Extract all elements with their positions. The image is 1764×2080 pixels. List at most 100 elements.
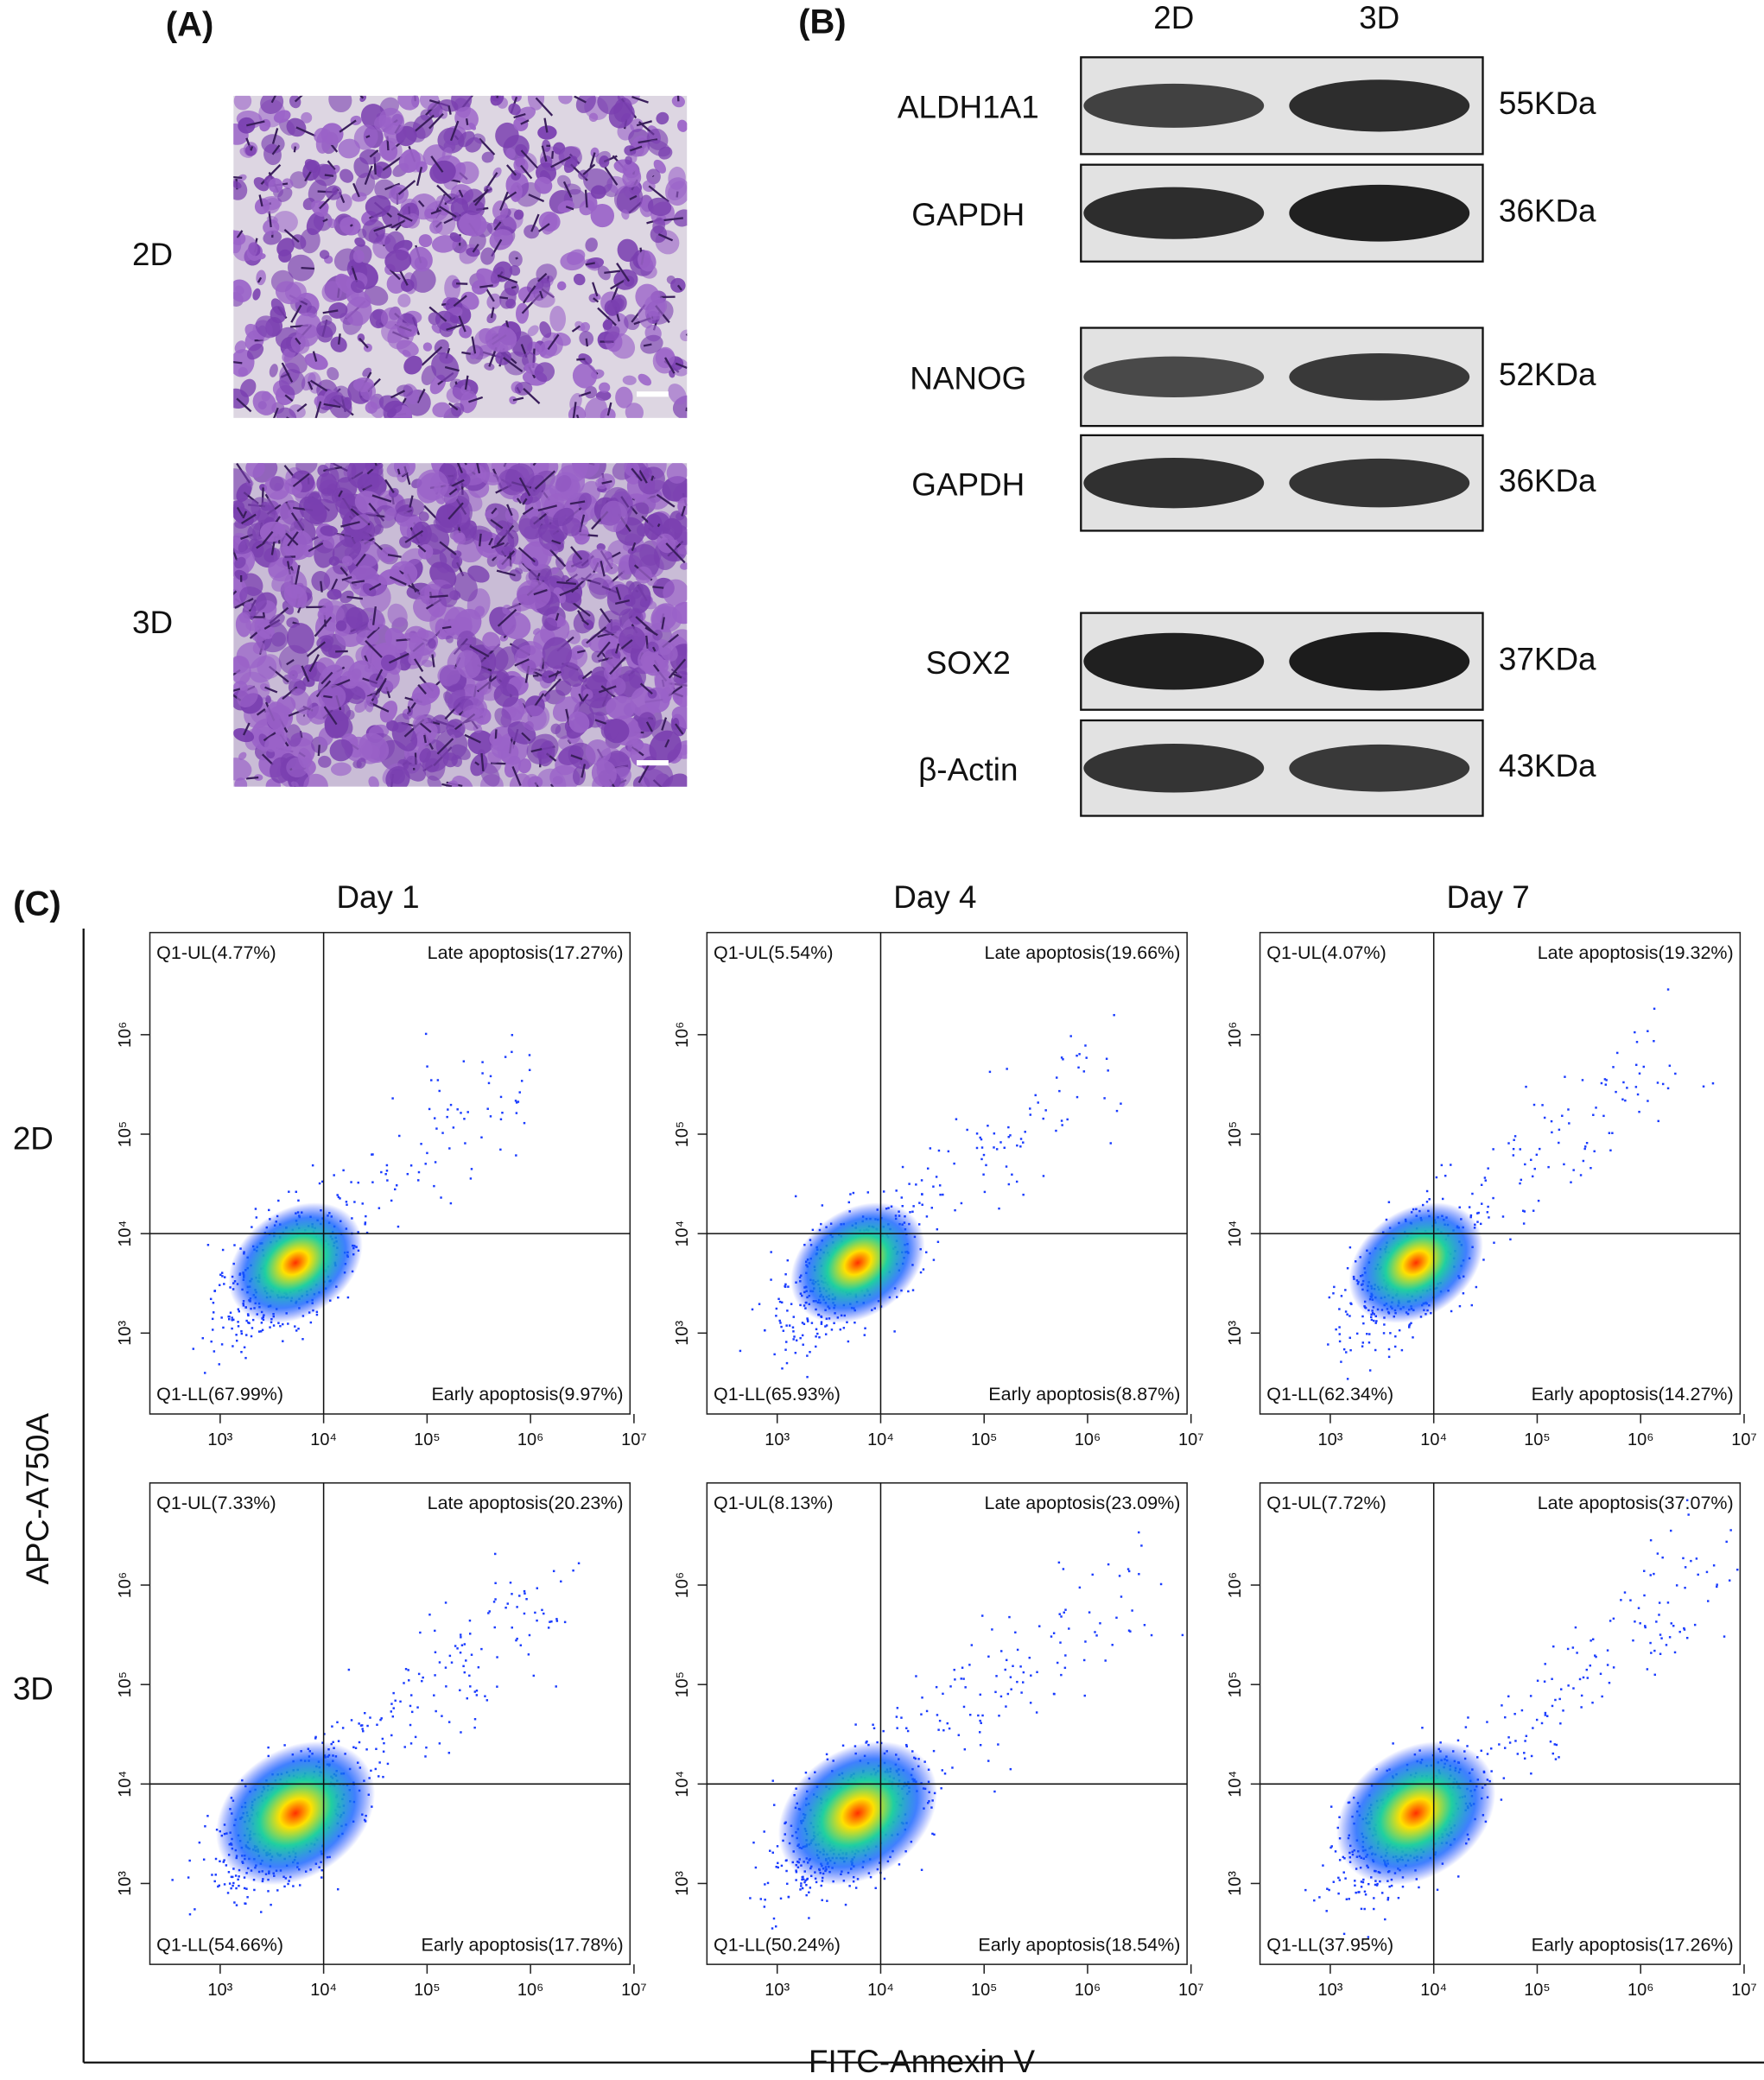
cell-process bbox=[638, 763, 650, 783]
event-dot bbox=[987, 1760, 990, 1762]
cell bbox=[329, 739, 353, 762]
event-dot bbox=[1519, 1148, 1521, 1151]
cell-process bbox=[520, 149, 538, 169]
event-dot bbox=[528, 1633, 531, 1637]
event-dot bbox=[555, 1618, 558, 1620]
cell bbox=[234, 777, 248, 787]
event-dot bbox=[1468, 1206, 1471, 1208]
event-dot bbox=[987, 1655, 990, 1658]
cell bbox=[341, 555, 353, 567]
event-dot bbox=[968, 1664, 971, 1666]
event-dot bbox=[1471, 1192, 1474, 1195]
quadrant-label: Late apoptosis(19.66%) bbox=[985, 942, 1181, 963]
event-dot bbox=[287, 1882, 289, 1886]
cell-process bbox=[444, 365, 460, 372]
event-dot bbox=[417, 1170, 421, 1174]
event-dot bbox=[907, 1290, 910, 1293]
event-dot bbox=[384, 1173, 387, 1176]
event-dot bbox=[365, 1748, 368, 1751]
event-dot bbox=[516, 1606, 518, 1608]
event-dot bbox=[1115, 1109, 1119, 1113]
cell bbox=[480, 247, 495, 265]
cell bbox=[634, 566, 652, 584]
event-dot bbox=[383, 1741, 385, 1745]
event-dot bbox=[448, 1147, 451, 1150]
cell bbox=[269, 364, 278, 377]
cell bbox=[252, 390, 276, 415]
event-dot bbox=[802, 1878, 805, 1880]
event-dot bbox=[1060, 1056, 1063, 1059]
event-dot bbox=[776, 1845, 779, 1848]
plot-frame bbox=[149, 1482, 631, 1965]
event-dot bbox=[1349, 1348, 1352, 1352]
cell-process bbox=[341, 576, 352, 581]
event-dot bbox=[269, 1326, 271, 1329]
cell-process bbox=[369, 149, 379, 158]
cell-process bbox=[256, 708, 266, 716]
event-dot bbox=[1595, 1107, 1597, 1109]
event-dot bbox=[784, 1283, 787, 1286]
event-dot bbox=[465, 1659, 467, 1662]
cell-process bbox=[631, 542, 637, 551]
cell bbox=[384, 249, 412, 272]
cell bbox=[478, 679, 493, 694]
event-dot bbox=[751, 1308, 754, 1311]
event-dot bbox=[251, 1318, 255, 1322]
event-dot bbox=[953, 1162, 955, 1165]
event-dot bbox=[493, 1626, 496, 1629]
event-dot bbox=[935, 1685, 938, 1689]
event-dot bbox=[1022, 1681, 1025, 1684]
event-dot bbox=[473, 1726, 476, 1729]
event-dot bbox=[1666, 1087, 1670, 1090]
cell bbox=[598, 382, 611, 393]
cell bbox=[485, 326, 517, 352]
event-dot bbox=[220, 1271, 224, 1274]
event-dot bbox=[932, 1749, 936, 1753]
cell bbox=[308, 706, 328, 725]
y-tick-label: 10⁵ bbox=[116, 1121, 135, 1147]
event-dot bbox=[801, 1887, 804, 1890]
event-dot bbox=[282, 1322, 284, 1326]
x-tick-label: 10⁵ bbox=[971, 1430, 997, 1449]
cell bbox=[432, 402, 451, 418]
event-dot bbox=[1060, 1615, 1063, 1618]
event-dot bbox=[371, 1153, 373, 1156]
event-dot bbox=[919, 1271, 923, 1274]
event-dot bbox=[1078, 1053, 1081, 1056]
event-dot bbox=[820, 1321, 823, 1323]
quadrant-label: Late apoptosis(20.23%) bbox=[428, 1493, 624, 1513]
cell bbox=[380, 307, 403, 330]
cell-process bbox=[499, 191, 509, 211]
event-dot bbox=[394, 1699, 397, 1703]
cell bbox=[287, 664, 305, 682]
blot bbox=[1080, 434, 1484, 532]
event-dot bbox=[820, 1222, 822, 1226]
event-dot bbox=[470, 1653, 473, 1656]
event-dot bbox=[1507, 1142, 1510, 1145]
cell bbox=[271, 568, 296, 592]
cell bbox=[517, 758, 532, 774]
event-dot bbox=[764, 1883, 766, 1886]
cell-process bbox=[271, 128, 279, 144]
event-dot bbox=[245, 1887, 248, 1890]
event-dot bbox=[1374, 1322, 1377, 1324]
event-dot bbox=[925, 1215, 929, 1218]
event-dot bbox=[936, 1227, 939, 1231]
cell-process bbox=[541, 145, 548, 162]
band bbox=[1289, 184, 1470, 242]
cell bbox=[538, 340, 558, 358]
event-dot bbox=[336, 1721, 339, 1724]
event-dot bbox=[426, 1065, 428, 1068]
event-dot bbox=[386, 1762, 390, 1766]
event-dot bbox=[794, 1351, 797, 1354]
event-dot bbox=[1492, 1196, 1494, 1200]
row-label: 3D bbox=[13, 1671, 54, 1707]
event-dot bbox=[468, 1674, 471, 1677]
event-dot bbox=[987, 1125, 989, 1127]
event-dot bbox=[337, 1740, 340, 1742]
event-dot bbox=[1482, 1259, 1485, 1261]
event-dot bbox=[1512, 1154, 1515, 1157]
event-dot bbox=[825, 1324, 828, 1327]
cell bbox=[663, 579, 688, 606]
